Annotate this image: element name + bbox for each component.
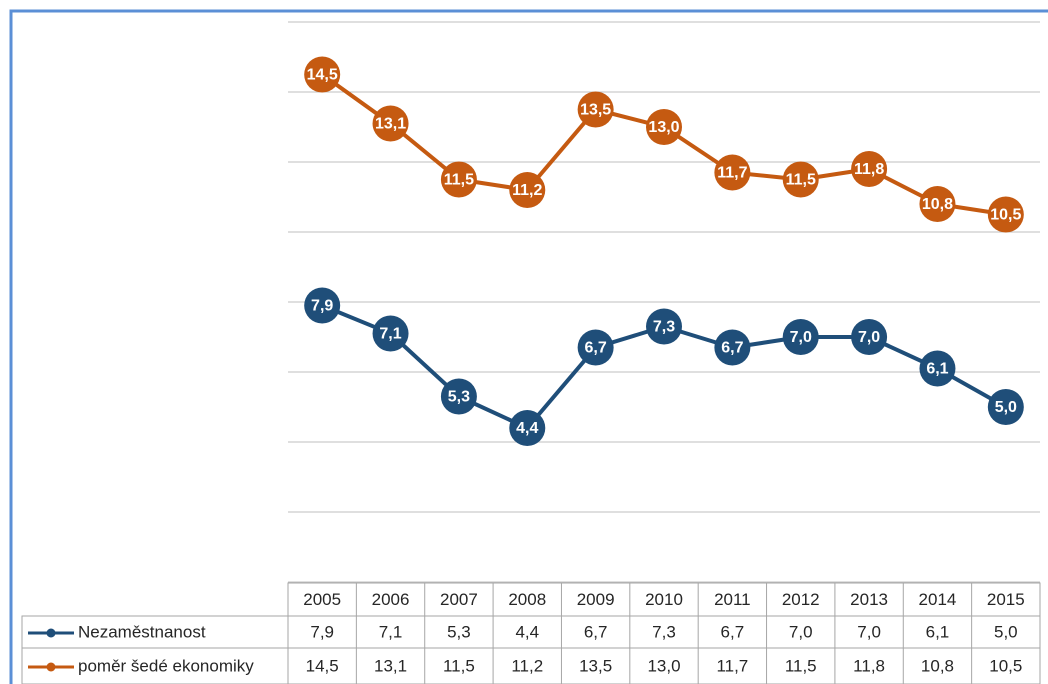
point xyxy=(987,196,1024,233)
frame xyxy=(9,9,1048,684)
table-value: 7,0 xyxy=(789,622,813,641)
table-value: 13,1 xyxy=(374,656,407,675)
point xyxy=(577,329,614,366)
x-tick-label: 2013 xyxy=(850,590,888,609)
x-tick-label: 2012 xyxy=(782,590,820,609)
x-tick-label: 2015 xyxy=(987,590,1025,609)
table-value: 11,7 xyxy=(716,656,748,675)
legend-marker xyxy=(46,628,56,638)
table-value: 10,8 xyxy=(921,656,954,675)
data-label: 13,5 xyxy=(580,102,611,119)
point xyxy=(372,105,409,142)
point xyxy=(577,91,614,128)
data-label: 7,0 xyxy=(790,329,812,346)
x-tick-label: 2014 xyxy=(919,590,957,609)
x-tick-label: 2010 xyxy=(645,590,683,609)
data-label: 7,9 xyxy=(311,298,333,315)
point xyxy=(440,378,477,415)
data-label: 13,1 xyxy=(375,116,406,133)
data-label: 11,8 xyxy=(854,161,884,178)
data-label: 10,5 xyxy=(990,207,1021,224)
data-label: 6,1 xyxy=(926,361,948,378)
point xyxy=(372,315,409,352)
point xyxy=(304,287,341,324)
point xyxy=(440,161,477,198)
point xyxy=(646,109,682,145)
point xyxy=(304,56,341,93)
table-value: 6,7 xyxy=(584,622,608,641)
data-label: 13,0 xyxy=(648,119,679,136)
data-label: 5,3 xyxy=(448,389,470,406)
table-value: 7,3 xyxy=(652,622,676,641)
x-tick-label: 2011 xyxy=(714,590,751,609)
table-value: 7,9 xyxy=(310,622,334,641)
table-value: 11,8 xyxy=(853,656,885,675)
legend-marker xyxy=(46,662,56,672)
data-label: 7,0 xyxy=(858,329,880,346)
point xyxy=(851,319,888,355)
point xyxy=(782,161,819,198)
data-label: 11,7 xyxy=(717,165,747,182)
x-tick-label: 2007 xyxy=(440,590,478,609)
table-value: 13,0 xyxy=(647,656,680,675)
data-label: 6,7 xyxy=(585,340,607,357)
table-value: 11,5 xyxy=(443,656,475,675)
table-value: 5,3 xyxy=(447,622,471,641)
table-row-box xyxy=(21,647,1041,684)
data-label: 7,1 xyxy=(379,326,401,343)
table-value: 14,5 xyxy=(306,656,339,675)
point xyxy=(714,329,751,366)
point xyxy=(782,319,819,355)
data-label: 4,4 xyxy=(516,420,538,437)
table-value: 6,1 xyxy=(926,622,950,641)
point xyxy=(987,389,1024,425)
data-label: 7,3 xyxy=(653,319,675,336)
table-value: 4,4 xyxy=(515,622,539,641)
x-tick-label: 2008 xyxy=(508,590,546,609)
x-tick-label: 2006 xyxy=(372,590,410,609)
point xyxy=(919,350,956,387)
table-value: 11,5 xyxy=(785,656,817,675)
table-value: 10,5 xyxy=(989,656,1022,675)
x-tick-label: 2005 xyxy=(303,590,341,609)
point xyxy=(646,308,682,345)
table-value: 7,1 xyxy=(379,622,403,641)
data-label: 5,0 xyxy=(995,399,1017,416)
legend-label: Nezaměstnanost xyxy=(78,622,206,641)
point xyxy=(509,410,546,446)
legend-label: poměr šedé ekonomiky xyxy=(78,656,254,675)
point xyxy=(851,151,888,187)
table-value: 6,7 xyxy=(721,622,745,641)
point xyxy=(509,172,546,208)
x-tick-label: 2009 xyxy=(577,590,615,609)
data-label: 10,8 xyxy=(922,196,953,213)
data-label: 11,5 xyxy=(786,172,816,189)
data-label: 6,7 xyxy=(721,340,743,357)
table-value: 5,0 xyxy=(994,622,1018,641)
data-label: 11,2 xyxy=(512,182,542,199)
point xyxy=(919,186,956,222)
data-label: 14,5 xyxy=(307,67,338,84)
point xyxy=(714,154,751,191)
table-value: 13,5 xyxy=(579,656,612,675)
data-label: 11,5 xyxy=(444,172,474,189)
table-value: 11,2 xyxy=(511,656,543,675)
table-value: 7,0 xyxy=(857,622,881,641)
